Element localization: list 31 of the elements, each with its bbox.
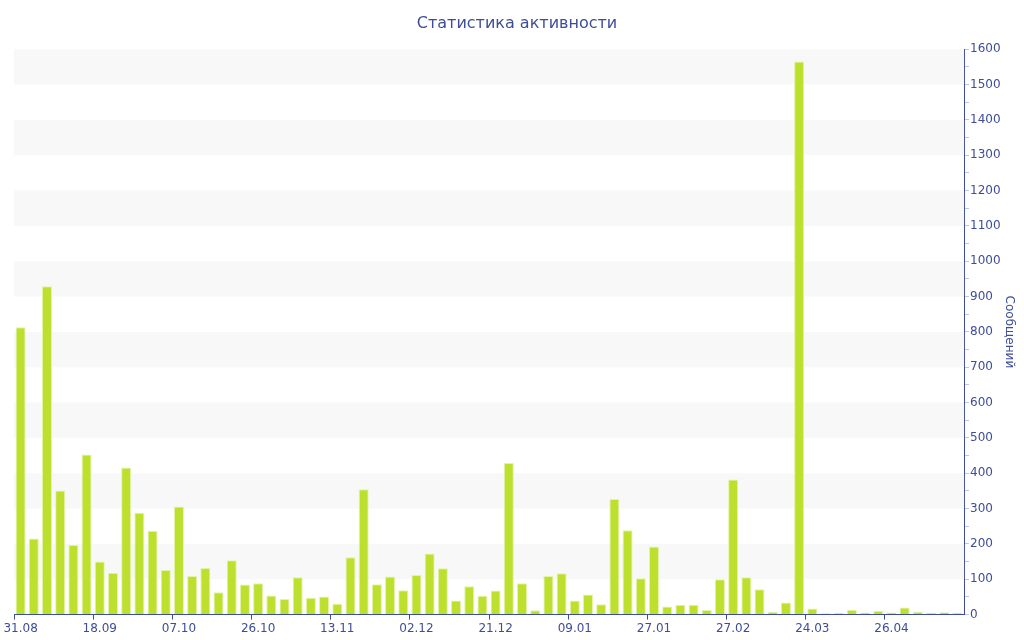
y-axis-title: Сообщений (1002, 295, 1017, 369)
x-tick-label: 24.03 (795, 620, 830, 635)
y-tick-label: 1400 (970, 112, 1001, 126)
x-tick-label: 09.01 (557, 620, 592, 635)
y-tick-label: 100 (970, 571, 993, 586)
y-tick-label: 600 (970, 394, 993, 409)
x-tick-label: 07.10 (161, 620, 197, 635)
chart-title: Статистика активности (416, 12, 618, 32)
y-tick-label: 800 (970, 324, 993, 339)
y-tick-label: 0 (970, 606, 978, 621)
x-tick-label: 26.10 (240, 620, 276, 635)
y-tick-label: 1000 (970, 253, 1001, 268)
y-tick-label: 900 (970, 288, 993, 303)
y-tick-label: 300 (970, 500, 993, 515)
y-tick-label: 200 (970, 536, 993, 551)
x-tick-label: 13.11 (320, 620, 355, 635)
x-tick-label: 31.08 (3, 620, 38, 635)
x-tick-label: 02.12 (399, 620, 434, 635)
x-tick-label: 18.09 (82, 620, 117, 635)
x-tick-label: 26.04 (874, 620, 909, 635)
x-tick-label: 21.12 (478, 620, 513, 635)
y-tick-label: 1300 (970, 147, 1001, 162)
y-tick-label: 400 (970, 465, 993, 480)
y-tick-label: 1200 (970, 182, 1001, 197)
y-tick-label: 1100 (970, 218, 1001, 233)
x-tick-label: 27.01 (636, 620, 672, 635)
y-tick-label: 500 (970, 430, 993, 445)
y-tick-label: 700 (970, 359, 993, 374)
y-tick-label: 1500 (970, 76, 1001, 91)
x-tick-label: 27.02 (715, 620, 751, 635)
y-tick-label: 1600 (970, 41, 1001, 56)
